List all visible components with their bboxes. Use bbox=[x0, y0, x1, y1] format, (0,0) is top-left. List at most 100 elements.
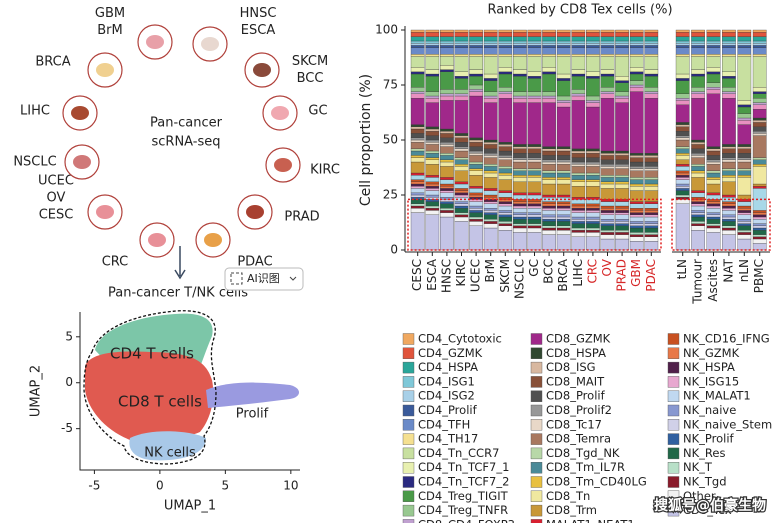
bar-segment bbox=[527, 201, 542, 204]
bar-segment bbox=[615, 166, 629, 169]
y-tick-label: -5 bbox=[61, 421, 73, 435]
bar-segment bbox=[513, 69, 527, 75]
bar-segment bbox=[513, 98, 527, 103]
bar-segment bbox=[706, 170, 721, 174]
bar-segment bbox=[752, 216, 767, 220]
bar-segment bbox=[737, 170, 752, 176]
bar-segment bbox=[410, 181, 425, 185]
bar-segment bbox=[722, 208, 736, 211]
bar-segment bbox=[644, 201, 659, 204]
bar-segment bbox=[629, 80, 644, 86]
bar-segment bbox=[629, 212, 644, 215]
bar-segment bbox=[513, 148, 527, 154]
bar-segment bbox=[586, 223, 600, 229]
bar-segment bbox=[542, 40, 556, 44]
bar-segment bbox=[629, 153, 644, 156]
bar-segment bbox=[737, 100, 752, 105]
bar-segment bbox=[615, 80, 629, 83]
bar-segment bbox=[615, 56, 629, 77]
bar-segment bbox=[722, 203, 736, 207]
x-tick-label: CESC bbox=[410, 259, 424, 291]
bar-segment bbox=[615, 32, 629, 37]
bar-segment bbox=[722, 205, 736, 209]
bar-segment bbox=[513, 203, 527, 207]
ai-button[interactable] bbox=[224, 267, 304, 291]
bar-segment bbox=[527, 36, 542, 42]
legend-swatch bbox=[667, 390, 680, 402]
y-tick-label: 0 bbox=[65, 375, 73, 389]
bar-segment bbox=[454, 192, 469, 196]
x-tick-label: UCEC bbox=[469, 259, 483, 292]
bar-segment bbox=[737, 225, 752, 231]
y-tick-label: 25 bbox=[383, 188, 398, 202]
bar-segment bbox=[600, 166, 615, 169]
bar-segment bbox=[691, 36, 705, 42]
bar-segment bbox=[571, 223, 586, 229]
bar-segment bbox=[722, 214, 736, 218]
bar-segment bbox=[644, 91, 659, 94]
bar-segment bbox=[571, 73, 586, 77]
bar-segment bbox=[425, 157, 440, 160]
bar-segment bbox=[644, 223, 659, 226]
bar-segment bbox=[469, 205, 483, 209]
bar-segment bbox=[571, 100, 586, 149]
bar-segment bbox=[586, 95, 600, 101]
bar-segment bbox=[586, 230, 600, 233]
bar-segment bbox=[675, 175, 690, 178]
bar-segment bbox=[454, 216, 469, 222]
bar-segment bbox=[542, 148, 556, 152]
bar-segment bbox=[542, 216, 556, 220]
bar-segment bbox=[440, 100, 454, 130]
bar-segment bbox=[752, 45, 767, 48]
bar-segment bbox=[675, 194, 690, 198]
bar-segment bbox=[410, 205, 425, 209]
bar-segment bbox=[498, 142, 513, 145]
bar-segment bbox=[600, 175, 615, 178]
cancer-label: CESC bbox=[39, 208, 74, 223]
bar-segment bbox=[706, 87, 721, 90]
bar-segment bbox=[513, 73, 527, 77]
arrow bbox=[174, 246, 186, 280]
bar-segment bbox=[737, 106, 752, 114]
legend-swatch bbox=[530, 433, 543, 445]
bar-segment bbox=[629, 71, 644, 75]
bar-segment bbox=[556, 164, 571, 171]
y-tick-label: 5 bbox=[65, 329, 73, 343]
bar-segment bbox=[556, 43, 571, 46]
bar-segment bbox=[722, 221, 736, 226]
bar-segment bbox=[556, 234, 571, 251]
cancer-label: PRAD bbox=[284, 210, 319, 225]
bar-segment bbox=[737, 223, 752, 226]
bar-segment bbox=[644, 161, 659, 167]
bar-segment bbox=[600, 54, 615, 57]
legend-label: CD4_Tn_TCF7_2 bbox=[418, 475, 509, 489]
bar-segment bbox=[542, 183, 556, 196]
bar-segment bbox=[706, 232, 721, 251]
bar-segment bbox=[542, 45, 556, 48]
bar-segment bbox=[440, 133, 454, 138]
bar-segment bbox=[752, 227, 767, 231]
bar-segment bbox=[706, 32, 721, 37]
legend-swatch bbox=[402, 447, 415, 460]
bar-segment bbox=[527, 205, 542, 209]
bar-segment bbox=[600, 76, 615, 88]
bar-segment bbox=[644, 87, 659, 92]
bar-segment bbox=[615, 102, 629, 152]
bar-segment bbox=[752, 234, 767, 237]
bar-segment bbox=[722, 45, 736, 48]
bar-segment bbox=[425, 210, 440, 215]
bar-segment bbox=[629, 203, 644, 209]
legend-swatch bbox=[402, 519, 415, 523]
bar-segment bbox=[469, 164, 483, 169]
bar-segment bbox=[615, 150, 629, 154]
bar-segment bbox=[469, 146, 483, 152]
bar-segment bbox=[571, 205, 586, 209]
bar-segment bbox=[513, 76, 527, 92]
bar-segment bbox=[556, 210, 571, 215]
bar-segment bbox=[556, 225, 571, 229]
x-tick-label: tLN bbox=[675, 259, 689, 279]
bar-segment bbox=[556, 95, 571, 101]
bar-segment bbox=[498, 155, 513, 158]
bar-segment bbox=[410, 54, 425, 57]
bar-segment bbox=[454, 188, 469, 191]
